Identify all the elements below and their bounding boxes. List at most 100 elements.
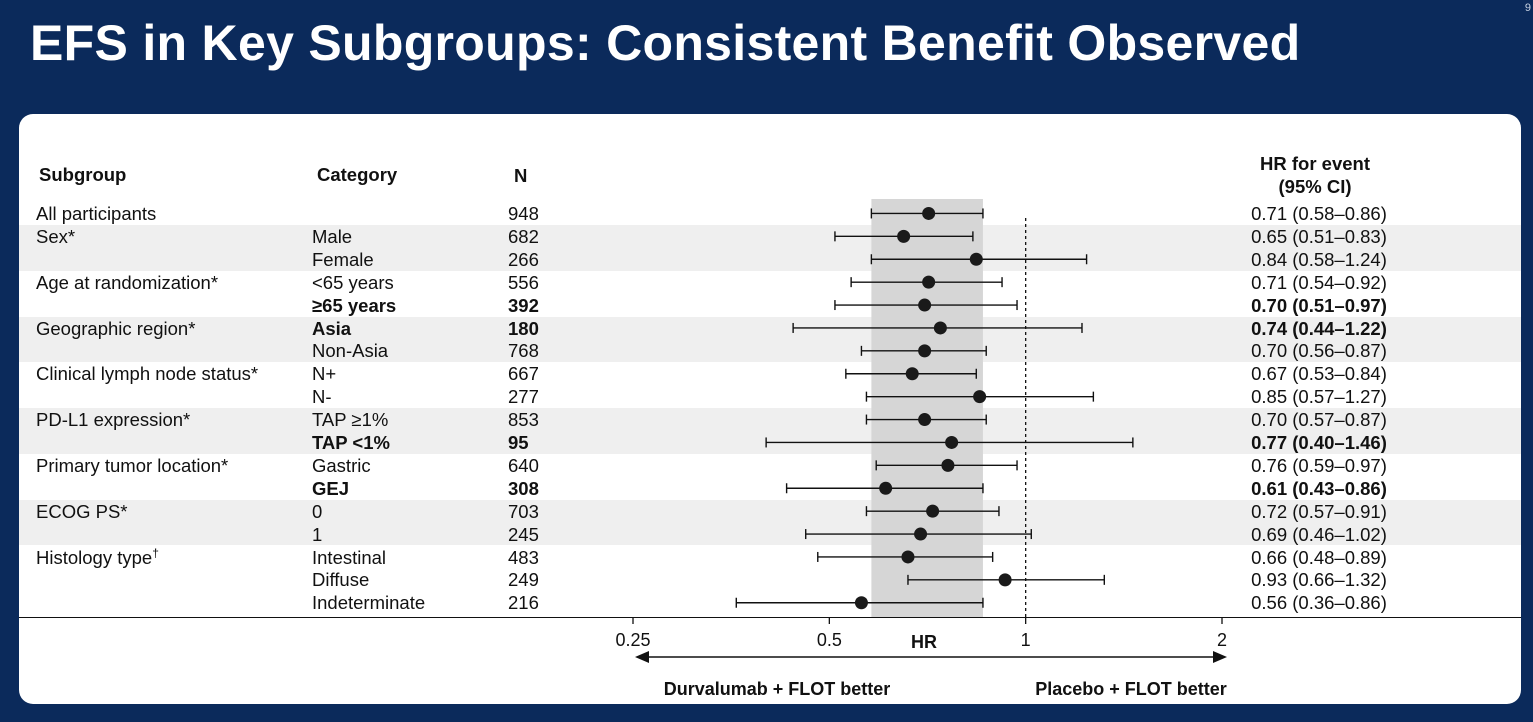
hr-point: [933, 321, 947, 335]
category-label: ≥65 years: [312, 294, 397, 316]
category-label: N+: [312, 363, 337, 385]
row-band: [19, 499, 1521, 546]
n-value: 703: [508, 500, 539, 522]
right-arrow-label: Placebo + FLOT better: [1035, 679, 1227, 699]
category-label: Asia: [312, 317, 352, 339]
n-value: 392: [508, 294, 539, 316]
n-value: 682: [508, 225, 539, 247]
hr-point: [918, 298, 932, 312]
hr-ci-text: 0.70 (0.51–0.97): [1251, 294, 1387, 316]
header-subgroup: Subgroup: [39, 164, 127, 185]
hr-point: [998, 573, 1012, 587]
hr-ci-text: 0.93 (0.66–1.32): [1251, 569, 1387, 591]
hr-ci-text: 0.70 (0.57–0.87): [1251, 409, 1387, 431]
hr-point: [922, 206, 936, 220]
hr-ci-text: 0.72 (0.57–0.91): [1251, 500, 1387, 522]
n-value: 483: [508, 546, 539, 568]
header-hr: HR for event (95% CI): [1215, 152, 1415, 198]
n-value: 216: [508, 592, 539, 614]
hr-point: [914, 527, 928, 541]
hr-ci-text: 0.66 (0.48–0.89): [1251, 546, 1387, 568]
subgroup-label: All participants: [36, 203, 157, 224]
x-tick-label: 0.5: [817, 630, 842, 650]
hr-point: [901, 550, 915, 564]
category-label: 1: [312, 523, 323, 545]
hr-point: [969, 252, 983, 266]
hr-ci-text: 0.65 (0.51–0.83): [1251, 225, 1387, 247]
header-hr-line2: (95% CI): [1278, 176, 1352, 197]
hr-ci-text: 0.85 (0.57–1.27): [1251, 386, 1387, 408]
x-tick-label: 2: [1217, 630, 1227, 650]
subgroup-label: Sex*: [36, 225, 76, 247]
category-label: Indeterminate: [312, 592, 426, 614]
subgroup-label: Clinical lymph node status*: [36, 363, 259, 385]
category-label: Non-Asia: [312, 340, 389, 362]
n-value: 249: [508, 569, 539, 591]
row-band: [19, 224, 1521, 271]
hr-ci-text: 0.74 (0.44–1.22): [1251, 317, 1387, 339]
left-arrowhead: [635, 651, 649, 663]
hr-point: [926, 504, 940, 518]
hr-point: [922, 275, 936, 289]
right-arrowhead: [1213, 651, 1227, 663]
category-label: GEJ: [312, 477, 350, 499]
hr-ci-text: 0.84 (0.58–1.24): [1251, 248, 1387, 270]
subgroup-label: Age at randomization*: [36, 271, 219, 293]
n-value: 640: [508, 454, 539, 476]
row-band: [19, 316, 1521, 363]
category-label: Female: [312, 248, 374, 270]
category-label: TAP ≥1%: [312, 409, 389, 431]
table-bottom-rule: [19, 617, 1521, 618]
n-value: 853: [508, 409, 539, 431]
subgroup-label: ECOG PS*: [36, 500, 128, 522]
hr-point: [879, 481, 893, 495]
hr-point: [918, 413, 932, 427]
hr-ci-text: 0.70 (0.56–0.87): [1251, 340, 1387, 362]
category-label: <65 years: [312, 271, 394, 293]
n-value: 277: [508, 386, 539, 408]
subgroup-label: PD-L1 expression*: [36, 409, 191, 431]
hr-ci-text: 0.71 (0.58–0.86): [1251, 203, 1387, 224]
category-label: Diffuse: [312, 569, 370, 591]
hr-ci-text: 0.76 (0.59–0.97): [1251, 454, 1387, 476]
hr-point: [945, 435, 959, 449]
n-value: 95: [508, 432, 529, 453]
category-label: N-: [312, 386, 332, 408]
header-category: Category: [317, 164, 398, 185]
hr-point: [905, 367, 919, 381]
overall-ci-shade: [871, 199, 983, 617]
x-axis-label: HR: [911, 632, 937, 652]
dagger-footnote-mark: †: [152, 545, 159, 560]
n-value: 308: [508, 477, 539, 499]
header-n: N: [514, 165, 528, 186]
subgroup-label: Histology type†: [36, 545, 159, 568]
forest-plot: 0.25 0.5 1 2 HR Durvalumab + FLOT better Place…: [615, 199, 1227, 699]
category-label: Gastric: [312, 454, 371, 476]
x-tick-label: 1: [1021, 630, 1031, 650]
hr-ci-text: 0.56 (0.36–0.86): [1251, 592, 1387, 614]
category-label: Male: [312, 225, 353, 247]
hr-point: [918, 344, 932, 358]
x-tick-label: 0.25: [615, 630, 650, 650]
hr-point: [897, 229, 911, 243]
page-number: 9: [1524, 2, 1531, 14]
n-value: 667: [508, 363, 539, 385]
slide-title: EFS in Key Subgroups: Consistent Benefit…: [30, 15, 1301, 71]
hr-ci-text: 0.77 (0.40–1.46): [1251, 432, 1387, 453]
header-hr-line1: HR for event: [1260, 153, 1370, 174]
left-arrow-label: Durvalumab + FLOT better: [664, 679, 891, 699]
n-value: 556: [508, 271, 539, 293]
subgroup-label: Primary tumor location*: [36, 454, 229, 476]
hr-point: [854, 596, 868, 610]
category-label: 0: [312, 500, 323, 522]
row-band: [19, 408, 1521, 454]
hr-ci-text: 0.67 (0.53–0.84): [1251, 363, 1387, 385]
hr-point: [973, 390, 987, 404]
n-value: 266: [508, 248, 539, 270]
category-label: Intestinal: [312, 546, 387, 568]
hr-point: [941, 458, 955, 472]
hr-ci-text: 0.61 (0.43–0.86): [1251, 477, 1387, 499]
subgroup-label: Geographic region*: [36, 317, 196, 339]
n-value: 768: [508, 340, 539, 362]
n-value: 948: [508, 203, 539, 224]
